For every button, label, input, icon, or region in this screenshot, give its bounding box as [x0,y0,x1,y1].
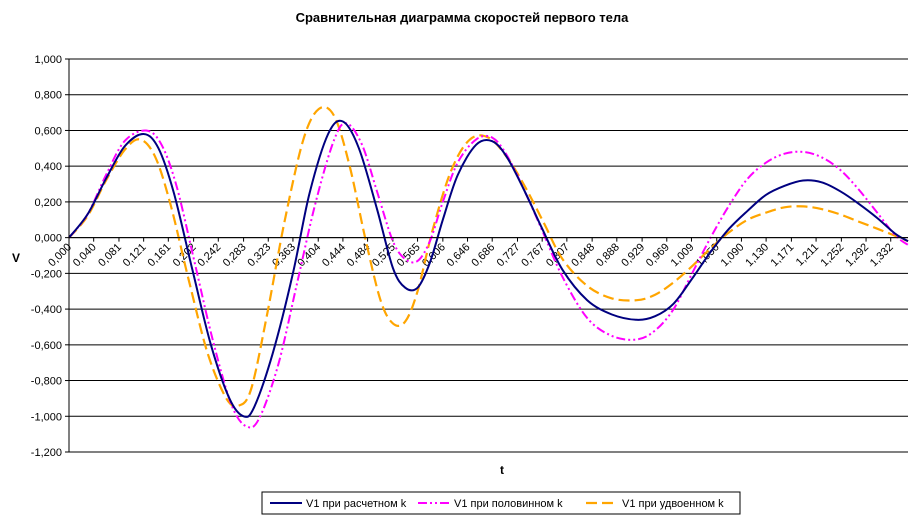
x-tick-label: 1,252 [819,241,847,269]
x-tick-label: 1,130 [743,241,771,269]
y-axis-ticks: 1,000 0,800 0,600 0,400 0,200 0,000 -0,200 -0,4… [31,54,69,459]
y-tick-label: 0,800 [34,90,62,102]
x-tick-label: 0,888 [594,241,622,269]
y-tick-label: -0,400 [31,304,62,316]
series-line-1 [68,119,909,418]
x-tick-label: 0,283 [221,241,249,269]
y-tick-label: 1,000 [34,54,62,66]
x-tick-label: 0,444 [320,241,348,269]
series-line-2 [68,122,909,429]
y-tick-label: 0,200 [34,197,62,209]
x-tick-label: 0,323 [245,241,273,269]
x-tick-label: 1,090 [719,241,747,269]
y-tick-label: 0,400 [34,161,62,173]
x-tick-label: 0,727 [495,241,523,269]
legend: V1 при расчетном k V1 при половинном k V1 … [261,491,741,515]
x-tick-label: 1,211 [794,241,821,268]
legend-label-3: V1 при удвоенном k [622,498,724,510]
x-tick-label: 0,081 [96,241,124,269]
x-tick-label: 0,161 [145,241,173,269]
x-tick-label: 0,767 [519,241,547,269]
x-tick-label: 0,929 [619,241,647,269]
y-tick-label: -0,800 [31,376,62,388]
x-tick-label: 0,848 [569,241,597,269]
chart-title: Сравнительная диаграмма скоростей первог… [296,10,630,25]
series-line-3 [68,105,909,408]
y-axis-label: V [12,251,20,265]
y-tick-label: -1,000 [31,411,62,423]
y-tick-label: 0,000 [34,233,62,245]
series-lines [68,105,909,429]
x-tick-label: 0,242 [195,241,223,269]
legend-label-1: V1 при расчетном k [306,498,407,510]
x-tick-label: 0,565 [395,241,423,269]
legend-label-2: V1 при половинном k [454,498,563,510]
x-tick-label: 1,292 [843,241,871,269]
x-tick-label: 0,969 [644,241,672,269]
x-tick-label: 0,121 [121,241,149,269]
x-tick-label: 1,171 [769,241,797,269]
x-tick-label: 0,606 [420,241,448,269]
x-tick-label: 0,646 [445,241,473,269]
y-tick-label: -0,200 [31,268,62,280]
axes [68,59,908,452]
x-tick-label: 0,686 [469,241,497,269]
x-tick-label: 1,332 [868,241,896,269]
x-tick-label: 0,000 [46,241,74,269]
x-axis-ticks: 0,0000,0400,0810,1210,1610,2020,2420,283… [46,237,896,269]
y-tick-label: -0,600 [31,340,62,352]
y-tick-label: 0,600 [34,125,62,137]
x-tick-label: 0,040 [71,241,99,269]
legend-box [261,491,741,515]
y-tick-label: -1,200 [31,447,62,459]
x-axis-label: t [500,463,504,477]
